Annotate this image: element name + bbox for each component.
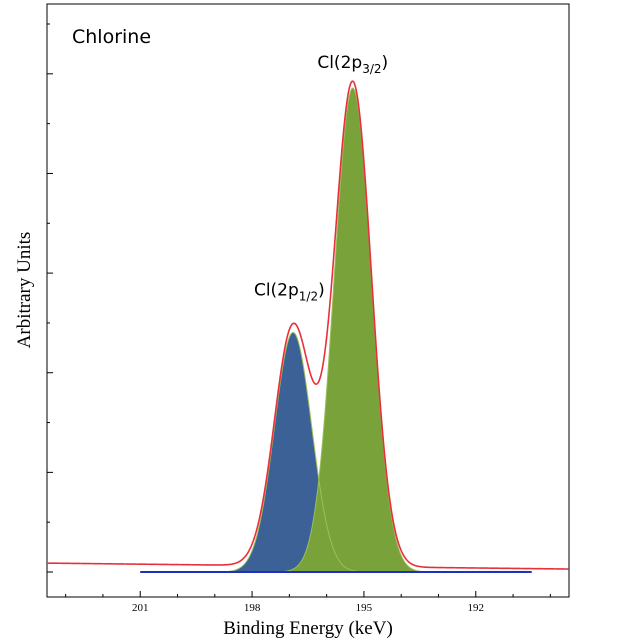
component-area-2 — [278, 88, 428, 572]
peak-label-tail: ) — [382, 53, 389, 73]
chart-title: Chlorine — [72, 26, 151, 48]
x-tick-label: 198 — [244, 602, 261, 614]
peak-label-base: Cl(2p — [317, 53, 362, 73]
peak-label-p12: Cl(2p1/2) — [254, 280, 325, 303]
envelope-line — [46, 80, 569, 570]
x-tick-label: 195 — [356, 602, 373, 614]
x-axis-label: Binding Energy (keV) — [223, 618, 393, 639]
x-tick-label: 201 — [132, 602, 149, 614]
peak-label-base: Cl(2p — [254, 280, 299, 300]
y-axis-label: Arbitrary Units — [14, 232, 35, 349]
component-area-1 — [218, 332, 368, 572]
peak-label-tail: ) — [318, 280, 325, 300]
peak-label-subscript: 3/2 — [362, 62, 381, 76]
peak-label-p32: Cl(2p3/2) — [317, 53, 388, 76]
x-tick-label: 192 — [468, 602, 485, 614]
peak-label-subscript: 1/2 — [299, 289, 318, 303]
plot-frame — [46, 3, 570, 598]
